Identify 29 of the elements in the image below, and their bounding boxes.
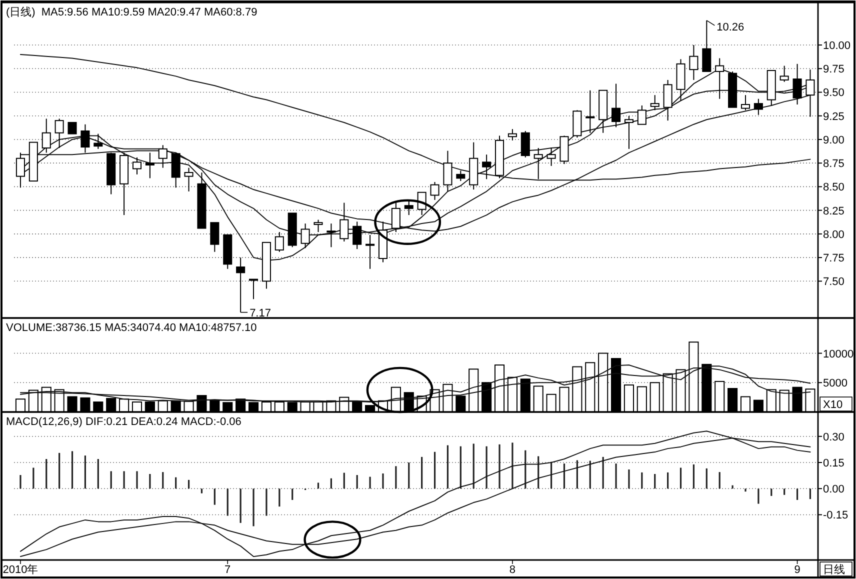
y-tick-label: 0.15 (823, 457, 844, 470)
y-tick-label: 7.75 (823, 252, 844, 265)
x-tick-label: 2010年 (2, 564, 38, 576)
y-tick-label: 0.30 (823, 431, 844, 444)
annotation: 10.26 (716, 21, 744, 34)
y-tick-label: 7.50 (823, 276, 844, 288)
chart-subtitle: MA5:9.56 MA10:9.59 MA20:9.47 MA60:8.79 (41, 6, 258, 18)
chart-title: MACD(12,26,9) DIF:0.21 DEA:0.24 MACD:-0.06 (6, 416, 242, 428)
x-tick-label: 9 (794, 564, 800, 576)
y-tick-label: 10000 (823, 348, 854, 360)
text: 日线 (823, 563, 845, 576)
chart-title: VOLUME:38736.15 MA5:34074.40 MA10:48757.10 (6, 322, 257, 334)
y-tick-label: 9.50 (823, 87, 844, 100)
y-tick-label: 8.75 (823, 158, 844, 170)
y-tick-label: 9.75 (823, 64, 844, 76)
chart-title: (日线) (6, 6, 36, 18)
y-tick-label: 5000 (823, 378, 848, 390)
y-tick-label: 9.25 (823, 110, 844, 123)
y-tick-label: 8.50 (823, 182, 844, 194)
y-tick-label: 10.00 (823, 40, 851, 52)
annotation: 7.17 (250, 307, 271, 320)
x-tick-label: 8 (509, 564, 516, 576)
y-tick-label: 8.25 (823, 205, 844, 218)
y-tick-label: 9.00 (823, 134, 844, 146)
y-tick-label: 8.00 (823, 228, 844, 241)
x-tick-label: 7 (224, 564, 231, 576)
y-tick-label: 0.00 (823, 484, 844, 496)
text: X10 (823, 399, 843, 411)
y-tick-label: -0.15 (823, 510, 848, 522)
